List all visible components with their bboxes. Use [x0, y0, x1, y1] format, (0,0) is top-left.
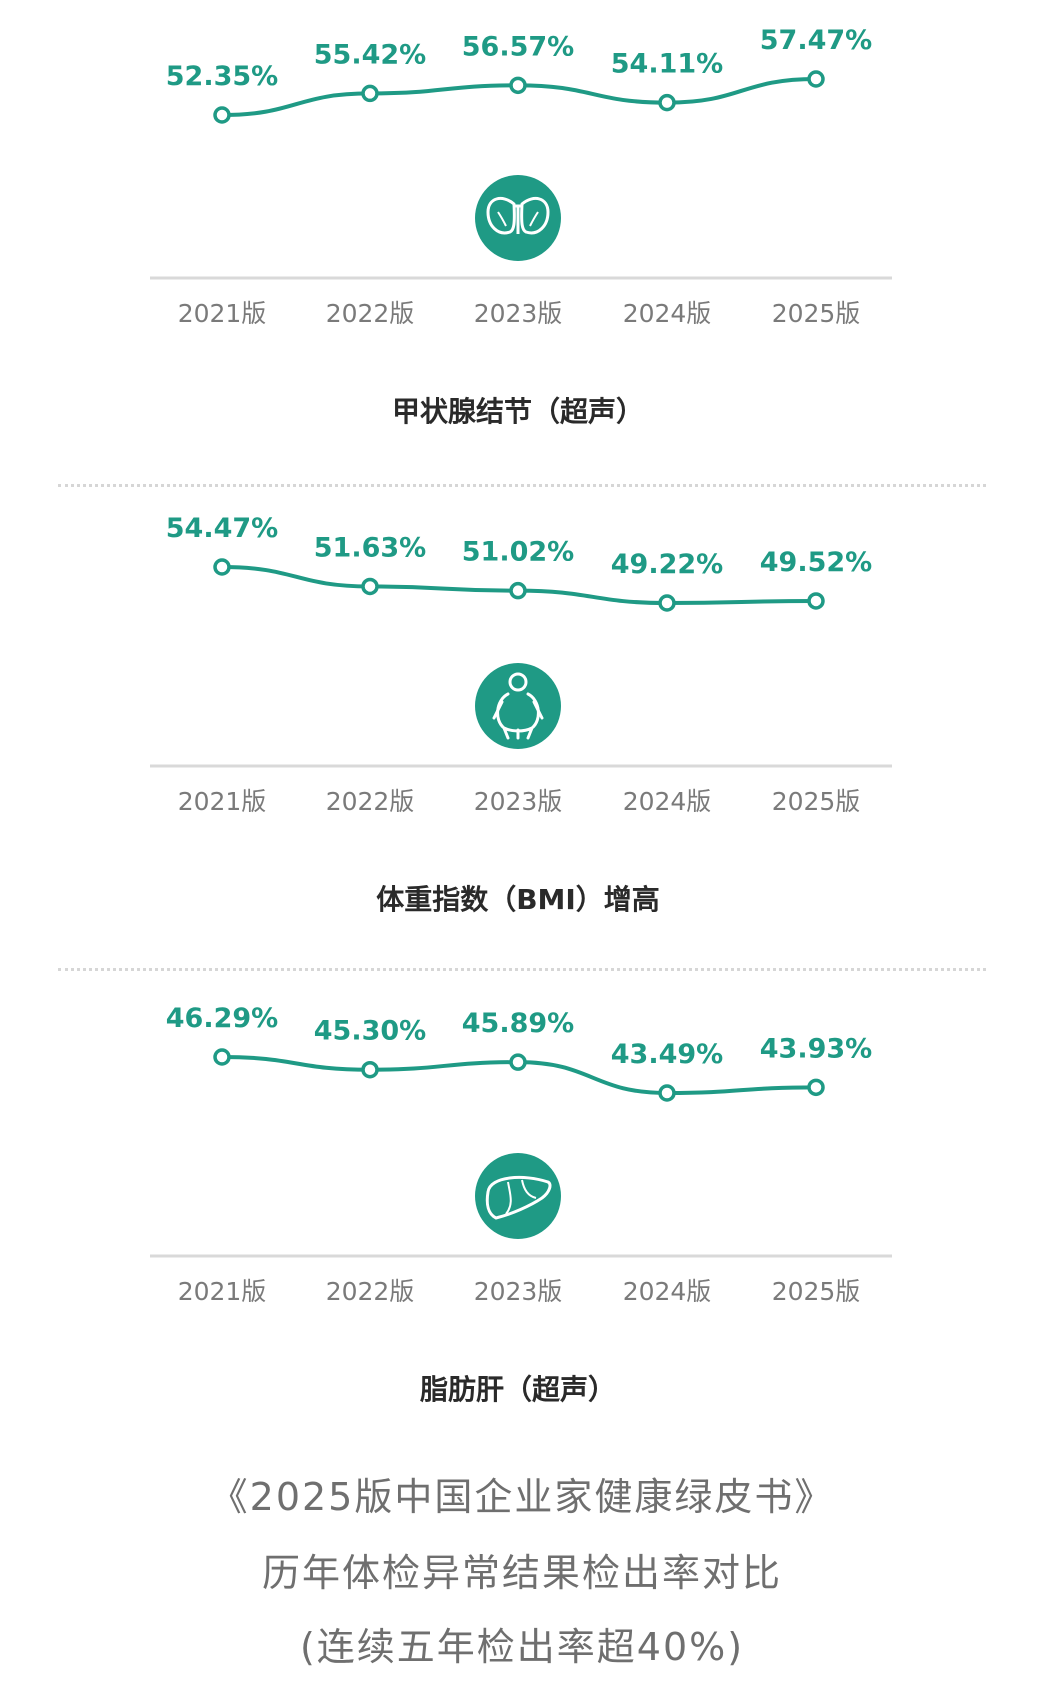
- data-label: 45.89%: [462, 1008, 574, 1039]
- data-point: [509, 581, 527, 600]
- data-label: 57.47%: [760, 25, 872, 56]
- body-icon: [475, 663, 561, 749]
- section-divider: [58, 968, 986, 971]
- data-point: [213, 558, 231, 576]
- data-point: [807, 1078, 825, 1097]
- thyroid-icon: [475, 175, 561, 261]
- caption-source: 《2025版中国企业家健康绿皮书》: [209, 1475, 835, 1519]
- data-point: [658, 93, 676, 112]
- data-label: 52.35%: [166, 61, 278, 92]
- data-point: [658, 1084, 676, 1102]
- chart-title: 体重指数（BMI）增高: [376, 883, 660, 916]
- x-tick-label: 2025版: [772, 787, 861, 816]
- data-label: 54.11%: [611, 49, 723, 80]
- x-tick-label: 2022版: [326, 787, 415, 816]
- x-tick-label: 2023版: [474, 299, 563, 328]
- liver-icon: [475, 1153, 561, 1239]
- data-point: [807, 70, 825, 88]
- data-point: [509, 1053, 527, 1071]
- data-point: [361, 84, 379, 103]
- data-point: [361, 1060, 379, 1079]
- x-tick-label: 2021版: [178, 299, 267, 328]
- x-tick-label: 2024版: [623, 1277, 712, 1306]
- chart-title: 甲状腺结节（超声）: [392, 395, 644, 428]
- data-point: [361, 577, 379, 596]
- data-point: [807, 592, 825, 610]
- x-tick-label: 2022版: [326, 299, 415, 328]
- data-label: 49.52%: [760, 547, 872, 578]
- caption-note: (连续五年检出率超40%): [299, 1625, 745, 1669]
- data-point: [213, 106, 231, 124]
- data-point: [658, 594, 676, 612]
- x-tick-label: 2022版: [326, 1277, 415, 1306]
- data-label: 51.63%: [314, 532, 426, 563]
- section-divider: [58, 484, 986, 487]
- chart-panel: 52.35% 55.42% 56.57% 54.11% 57.47% 2021版 2022版…: [150, 25, 892, 428]
- data-label: 46.29%: [166, 1003, 278, 1034]
- x-tick-label: 2024版: [623, 299, 712, 328]
- data-point: [509, 76, 527, 95]
- x-tick-label: 2021版: [178, 1277, 267, 1306]
- data-label: 51.02%: [462, 537, 574, 568]
- chart-panel: 46.29% 45.30% 45.89% 43.49% 43.93% 2021版 2022版…: [150, 1003, 892, 1406]
- x-tick-label: 2023版: [474, 787, 563, 816]
- data-label: 43.49%: [611, 1039, 723, 1070]
- caption-subtitle: 历年体检异常结果检出率对比: [261, 1551, 782, 1595]
- chart-title: 脂肪肝（超声）: [420, 1373, 616, 1406]
- x-tick-label: 2024版: [623, 787, 712, 816]
- x-tick-label: 2025版: [772, 1277, 861, 1306]
- data-label: 54.47%: [166, 513, 278, 544]
- data-label: 49.22%: [611, 549, 723, 580]
- data-label: 56.57%: [462, 31, 574, 62]
- charts-canvas: 52.35% 55.42% 56.57% 54.11% 57.47% 2021版 2022版…: [150, 25, 892, 1406]
- x-tick-label: 2025版: [772, 299, 861, 328]
- data-point: [213, 1048, 231, 1066]
- data-label: 43.93%: [760, 1033, 872, 1064]
- data-label: 45.30%: [314, 1016, 426, 1047]
- x-tick-label: 2021版: [178, 787, 267, 816]
- x-tick-label: 2023版: [474, 1277, 563, 1306]
- data-label: 55.42%: [314, 39, 426, 70]
- chart-panel: 54.47% 51.63% 51.02% 49.22% 49.52% 2021版 2022版…: [150, 513, 892, 916]
